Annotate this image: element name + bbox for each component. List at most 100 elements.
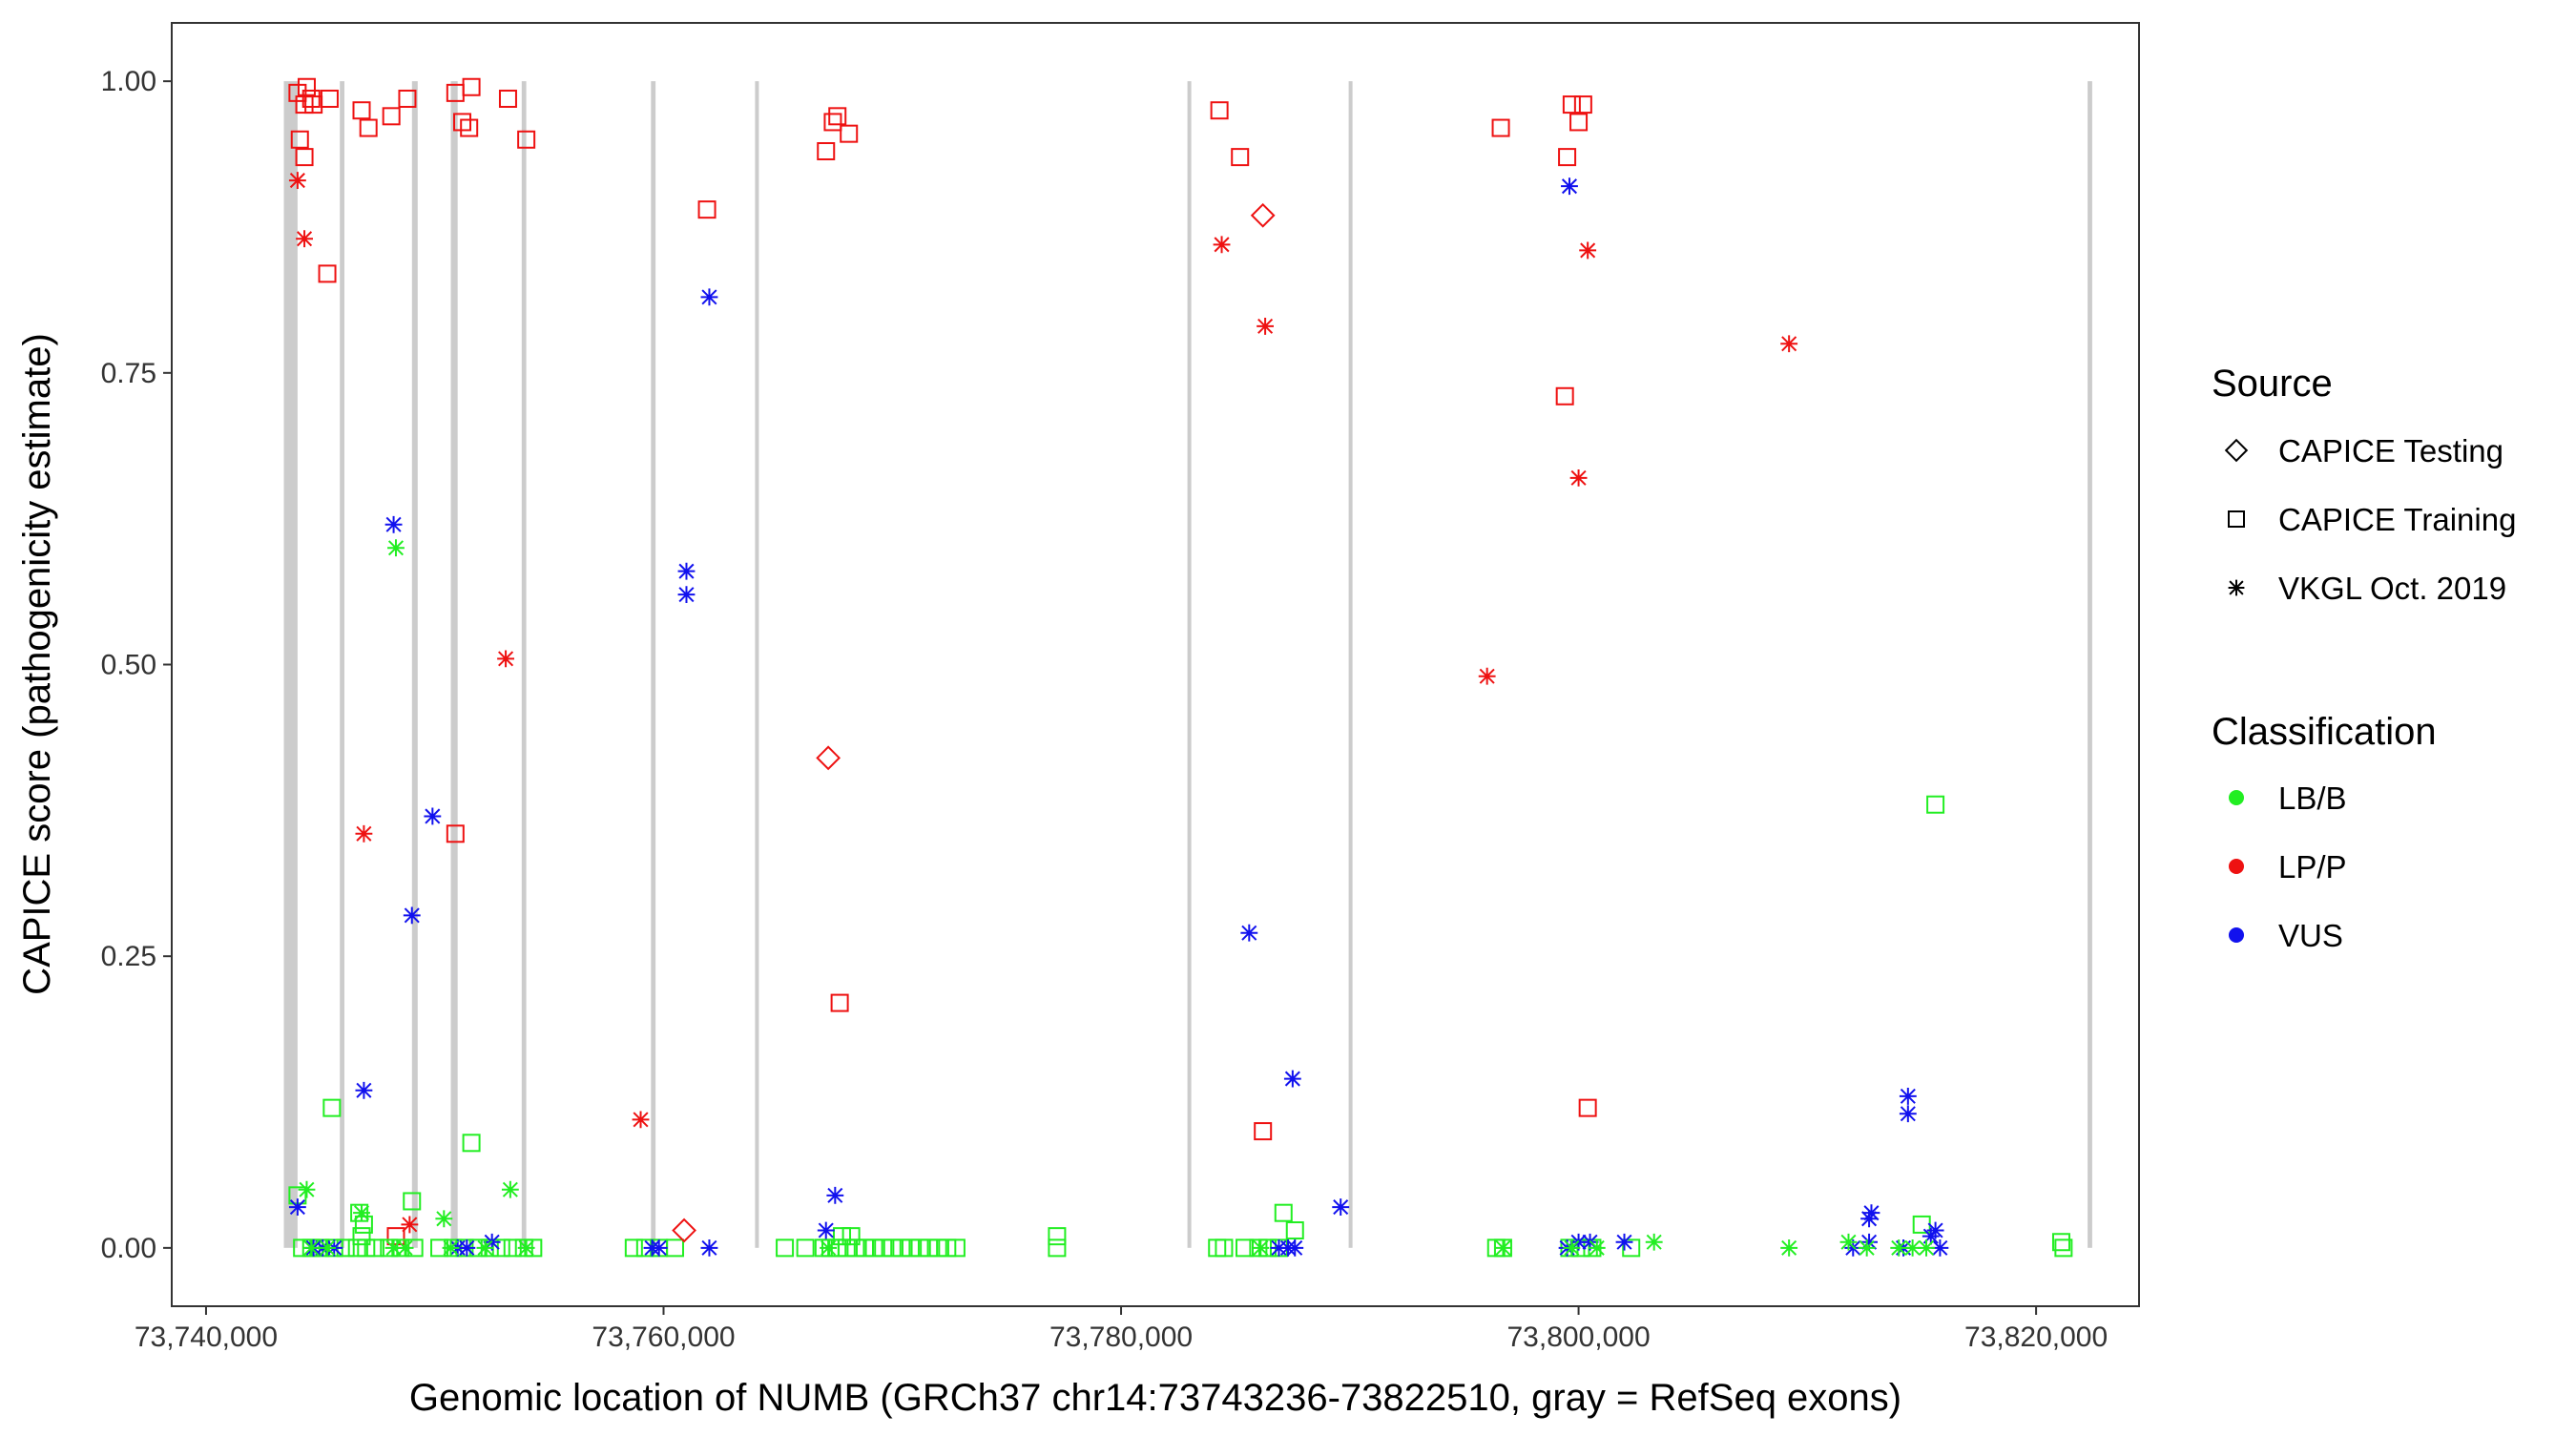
data-point [357, 1238, 376, 1258]
data-point [1048, 1227, 1067, 1246]
data-point [632, 1111, 650, 1129]
data-point [352, 1227, 371, 1246]
data-point [776, 1238, 795, 1258]
legend-item-label: LB/B [2278, 780, 2347, 816]
data-point [1931, 1238, 1949, 1257]
legend-key-lb-b [2229, 790, 2244, 805]
data-point [387, 539, 405, 557]
y-tick-label: 0.00 [101, 1233, 156, 1264]
exon-bar [283, 81, 298, 1248]
axis-layer: 0.00 0.25 0.50 0.75 1.00 73,740,000 73,760,000… [101, 66, 2109, 1353]
data-point [382, 107, 401, 126]
data-point [1569, 113, 1589, 132]
data-point [833, 1227, 852, 1246]
data-point [901, 1238, 920, 1258]
data-point [517, 1238, 535, 1257]
exon-bar [521, 81, 527, 1248]
data-point [497, 650, 514, 668]
data-point [1860, 1233, 1878, 1251]
data-point [946, 1238, 966, 1258]
y-tick-label: 0.50 [101, 650, 156, 681]
data-point [460, 118, 479, 137]
data-point [677, 562, 696, 580]
data-point [498, 89, 517, 108]
data-point [841, 1227, 861, 1246]
data-point [700, 1238, 718, 1257]
legend-key-vus [2229, 927, 2244, 943]
data-point [453, 113, 472, 132]
data-point [920, 1238, 939, 1258]
exon-bar [1348, 81, 1353, 1248]
exon-bar [2088, 81, 2092, 1248]
data-point [1899, 1087, 1917, 1105]
data-point [828, 107, 847, 126]
legend-key-testing [2224, 438, 2249, 463]
data-point [1926, 795, 1945, 814]
data-point [302, 1238, 321, 1257]
legend-key-lp-p [2229, 859, 2244, 874]
data-point [320, 89, 339, 108]
data-point [458, 1238, 476, 1257]
legend-class-items: LB/B LP/P VUS [2229, 780, 2347, 953]
data-point [384, 515, 403, 533]
data-point [442, 1238, 460, 1257]
y-tick-label: 0.75 [101, 358, 156, 389]
data-point [288, 172, 306, 189]
data-point [1555, 386, 1574, 406]
data-point [816, 745, 841, 771]
data-point [352, 101, 371, 120]
data-point [322, 1098, 342, 1117]
data-point [501, 1180, 519, 1198]
data-point [1286, 1238, 1304, 1257]
y-tick-label: 1.00 [101, 66, 156, 97]
data-point [1254, 1122, 1273, 1141]
data-point [1558, 148, 1577, 167]
data-point [1860, 1210, 1878, 1228]
legend: Source CAPICE Testing CAPICE Training VKGL… [2212, 363, 2516, 953]
data-point [435, 1210, 453, 1228]
exon-bar [1187, 81, 1192, 1248]
data-point [359, 118, 378, 137]
data-point [1561, 177, 1578, 196]
exon-layer [283, 81, 2092, 1248]
legend-source-items: CAPICE Testing CAPICE Training VKGL Oct. 2… [2224, 433, 2516, 606]
data-point [864, 1238, 883, 1258]
legend-classification-title: Classification [2212, 711, 2437, 753]
data-point [2054, 1238, 2073, 1258]
data-point [401, 1216, 419, 1234]
data-point [1780, 335, 1798, 353]
data-point [2051, 1233, 2070, 1252]
data-point [892, 1238, 911, 1258]
data-point [1579, 241, 1597, 260]
data-point [796, 1238, 815, 1258]
data-point [1588, 1238, 1606, 1257]
data-point [1780, 1238, 1798, 1257]
data-point [288, 1198, 306, 1216]
legend-key-training [2228, 510, 2245, 528]
data-point [1899, 1105, 1917, 1123]
data-point [650, 1238, 668, 1257]
data-point [1210, 101, 1229, 120]
x-tick-label: 73,740,000 [135, 1322, 278, 1353]
data-point [697, 200, 717, 219]
data-point [290, 130, 309, 149]
data-point [817, 142, 836, 160]
data-point [1274, 1203, 1293, 1222]
data-point [355, 824, 373, 843]
data-point [295, 95, 314, 114]
data-point [1562, 95, 1581, 114]
data-point [288, 83, 307, 102]
y-tick-label: 0.25 [101, 941, 156, 972]
data-point [1645, 1233, 1663, 1251]
data-point [296, 230, 313, 248]
data-point [1578, 1098, 1597, 1117]
data-point [624, 1238, 643, 1258]
data-point [1240, 924, 1258, 942]
data-point [318, 264, 337, 283]
x-tick-label: 73,760,000 [592, 1322, 735, 1353]
data-point [826, 1186, 844, 1204]
data-point [301, 89, 321, 108]
exon-bar [651, 81, 656, 1248]
